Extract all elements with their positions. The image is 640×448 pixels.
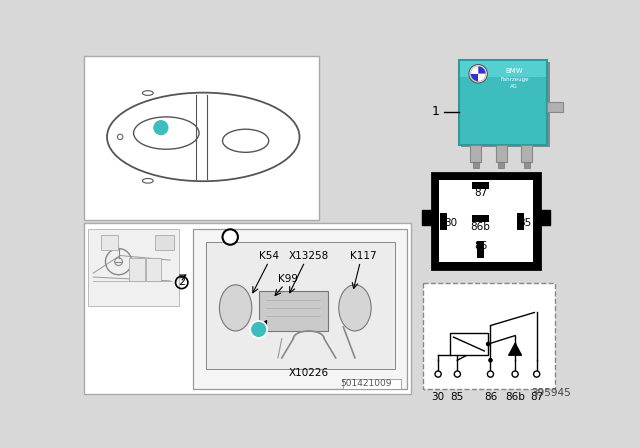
Text: 395945: 395945 [531,388,571,397]
Circle shape [250,321,267,338]
Text: 1: 1 [254,323,263,336]
Text: 30: 30 [431,392,445,402]
Bar [477,241,484,258]
Text: AG: AG [511,84,518,89]
Bar [129,258,145,281]
Text: 87: 87 [474,188,487,198]
Text: 501421009: 501421009 [340,379,392,388]
Text: K54: K54 [259,250,278,260]
Text: X13258: X13258 [289,250,329,260]
Text: X10226: X10226 [289,368,329,378]
Ellipse shape [143,90,153,95]
Circle shape [117,134,123,140]
Wedge shape [478,66,486,74]
Polygon shape [509,343,521,355]
Bar [473,162,479,168]
Bar [547,102,563,112]
Ellipse shape [339,285,371,331]
Circle shape [152,119,170,136]
Circle shape [488,371,493,377]
Text: K99: K99 [278,274,298,284]
Text: 86b: 86b [470,222,490,232]
Bar [432,173,540,269]
Text: K117: K117 [350,250,377,260]
Bar [206,242,395,370]
Bar [516,213,524,230]
Circle shape [512,371,518,377]
Text: Fahrzeuge: Fahrzeuge [500,78,529,82]
Bar [521,145,532,162]
Bar [344,379,401,389]
Bar [422,283,555,389]
Bar [88,229,179,306]
Circle shape [488,358,493,362]
Ellipse shape [223,129,269,152]
Text: 1: 1 [432,105,440,118]
Text: 30: 30 [445,218,458,228]
Text: 87: 87 [530,392,543,402]
Text: 86b: 86b [505,392,525,402]
Ellipse shape [143,178,153,183]
Bar [101,235,118,250]
Bar [259,291,328,331]
Bar [440,213,447,230]
Bar [461,62,550,147]
Text: 2: 2 [178,277,185,288]
Circle shape [435,371,441,377]
Wedge shape [470,74,478,82]
Bar [439,180,533,263]
Text: 86: 86 [484,392,497,402]
Bar [84,223,411,394]
Bar [524,162,530,168]
Circle shape [486,342,490,346]
Bar [459,60,547,145]
Circle shape [469,65,488,83]
Bar [460,61,546,77]
Circle shape [534,371,540,377]
Text: 85: 85 [518,218,531,228]
Bar [450,333,488,355]
Text: BMW: BMW [506,69,523,74]
Bar [470,145,481,162]
Bar [472,181,489,189]
Ellipse shape [220,285,252,331]
Bar [498,162,504,168]
Ellipse shape [134,117,199,149]
Wedge shape [470,66,478,74]
Circle shape [454,371,460,377]
Ellipse shape [107,93,300,181]
Bar [496,145,507,162]
Text: 2: 2 [227,231,234,244]
Text: 1: 1 [157,121,165,134]
Bar [145,258,161,281]
Circle shape [223,229,238,245]
Bar [84,56,319,220]
Text: 85: 85 [451,392,464,402]
Bar [155,235,174,250]
Bar [193,229,407,389]
Text: 86: 86 [474,241,487,251]
Bar [422,210,433,225]
Bar [538,210,550,225]
Bar [472,215,489,222]
Wedge shape [478,74,486,82]
